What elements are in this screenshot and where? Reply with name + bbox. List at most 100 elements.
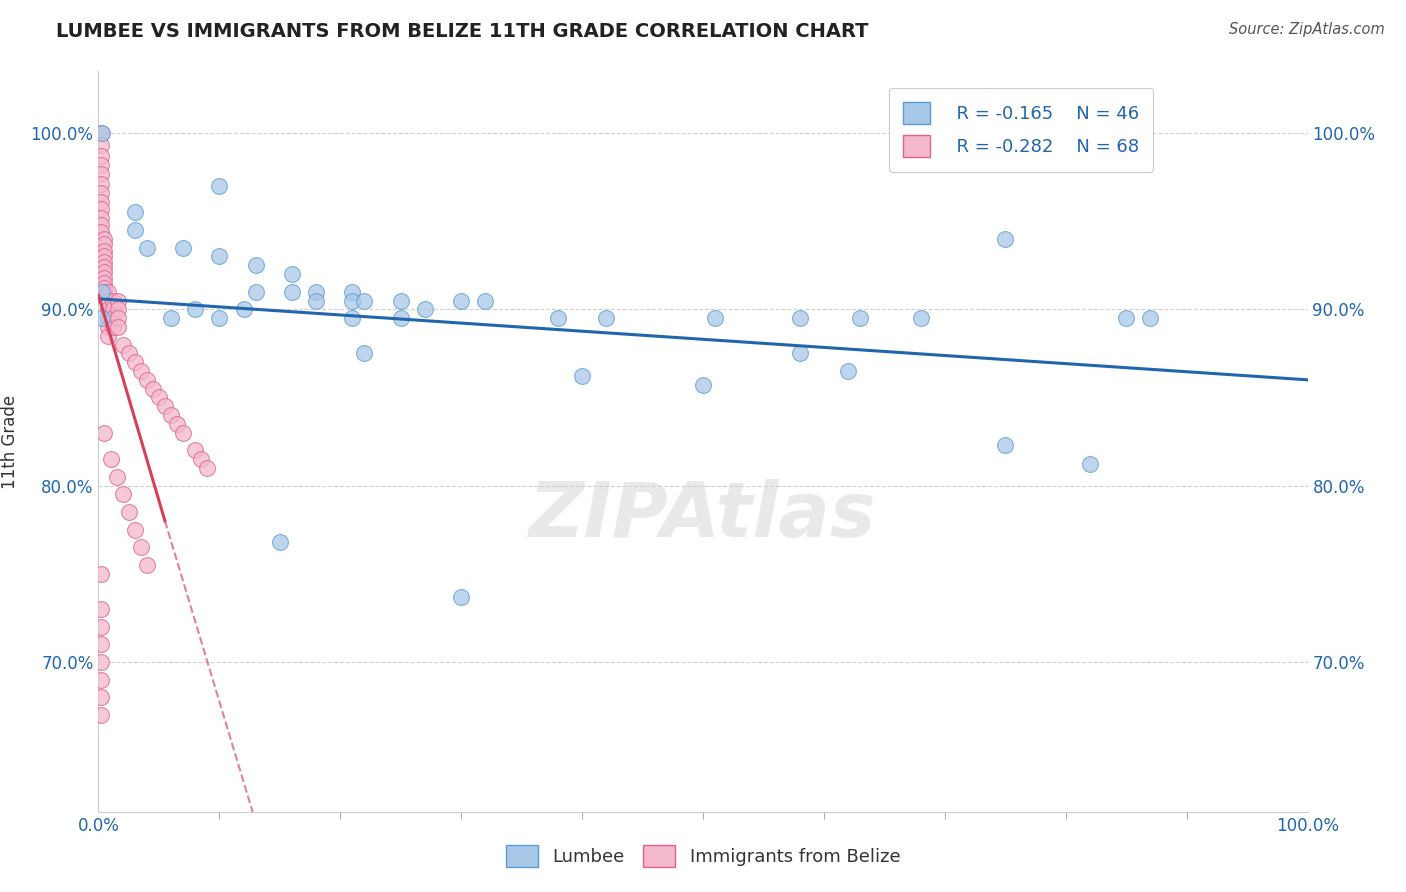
Point xyxy=(849,311,872,326)
Point xyxy=(93,285,115,299)
Point xyxy=(135,558,157,572)
Point xyxy=(90,637,112,651)
Point xyxy=(474,293,496,308)
Point xyxy=(389,311,412,326)
Point xyxy=(124,223,146,237)
Point xyxy=(107,302,129,317)
Point xyxy=(208,311,231,326)
Point xyxy=(269,535,291,549)
Point xyxy=(692,378,714,392)
Point xyxy=(1139,311,1161,326)
Point xyxy=(450,590,472,604)
Point xyxy=(190,452,212,467)
Point xyxy=(107,320,129,334)
Point xyxy=(118,505,141,519)
Point xyxy=(93,254,115,268)
Point xyxy=(1115,311,1137,326)
Point xyxy=(105,470,128,484)
Point xyxy=(91,285,114,299)
Point xyxy=(93,281,115,295)
Point xyxy=(111,337,134,351)
Legend:   R = -0.165    N = 46,   R = -0.282    N = 68: R = -0.165 N = 46, R = -0.282 N = 68 xyxy=(889,87,1153,171)
Point xyxy=(160,408,183,422)
Point xyxy=(90,194,112,209)
Point xyxy=(93,290,115,304)
Point xyxy=(97,311,120,326)
Point xyxy=(124,355,146,369)
Point xyxy=(90,177,112,191)
Point xyxy=(90,126,112,140)
Point xyxy=(107,311,129,326)
Point xyxy=(166,417,188,431)
Point xyxy=(994,438,1017,452)
Point xyxy=(245,258,267,272)
Point xyxy=(101,302,124,317)
Point xyxy=(93,237,115,252)
Point xyxy=(93,276,115,290)
Point xyxy=(547,311,569,326)
Point xyxy=(135,373,157,387)
Point xyxy=(100,452,122,467)
Point xyxy=(107,293,129,308)
Point xyxy=(93,425,115,440)
Point xyxy=(90,149,112,163)
Point xyxy=(101,293,124,308)
Y-axis label: 11th Grade: 11th Grade xyxy=(1,394,20,489)
Point xyxy=(245,285,267,299)
Point xyxy=(413,302,436,317)
Point xyxy=(172,425,194,440)
Point xyxy=(97,328,120,343)
Point xyxy=(93,232,115,246)
Point xyxy=(450,293,472,308)
Point xyxy=(789,346,811,360)
Point xyxy=(90,167,112,181)
Point xyxy=(93,265,115,279)
Point xyxy=(90,186,112,200)
Point xyxy=(208,249,231,263)
Point xyxy=(90,218,112,232)
Point xyxy=(135,241,157,255)
Point xyxy=(305,285,328,299)
Point xyxy=(789,311,811,326)
Point xyxy=(172,241,194,255)
Point xyxy=(353,293,375,308)
Text: LUMBEE VS IMMIGRANTS FROM BELIZE 11TH GRADE CORRELATION CHART: LUMBEE VS IMMIGRANTS FROM BELIZE 11TH GR… xyxy=(56,22,869,41)
Text: Source: ZipAtlas.com: Source: ZipAtlas.com xyxy=(1229,22,1385,37)
Point xyxy=(124,205,146,219)
Point xyxy=(97,293,120,308)
Point xyxy=(90,707,112,722)
Point xyxy=(93,244,115,259)
Point xyxy=(184,443,207,458)
Point xyxy=(93,260,115,274)
Point xyxy=(281,285,304,299)
Point xyxy=(90,673,112,687)
Point xyxy=(91,311,114,326)
Point xyxy=(208,178,231,193)
Point xyxy=(124,523,146,537)
Point xyxy=(160,311,183,326)
Point xyxy=(281,267,304,281)
Point xyxy=(129,364,152,378)
Point xyxy=(389,293,412,308)
Point xyxy=(232,302,254,317)
Point xyxy=(148,391,170,405)
Point xyxy=(90,202,112,216)
Point xyxy=(97,320,120,334)
Point xyxy=(90,211,112,225)
Point xyxy=(90,225,112,239)
Point xyxy=(97,302,120,317)
Point xyxy=(994,232,1017,246)
Point xyxy=(101,320,124,334)
Point xyxy=(595,311,617,326)
Point xyxy=(101,311,124,326)
Point xyxy=(342,293,364,308)
Point xyxy=(305,293,328,308)
Point xyxy=(93,249,115,263)
Point xyxy=(1078,458,1101,472)
Point xyxy=(571,369,593,384)
Point xyxy=(93,270,115,285)
Point xyxy=(91,126,114,140)
Point xyxy=(90,655,112,669)
Point xyxy=(342,311,364,326)
Point xyxy=(90,158,112,172)
